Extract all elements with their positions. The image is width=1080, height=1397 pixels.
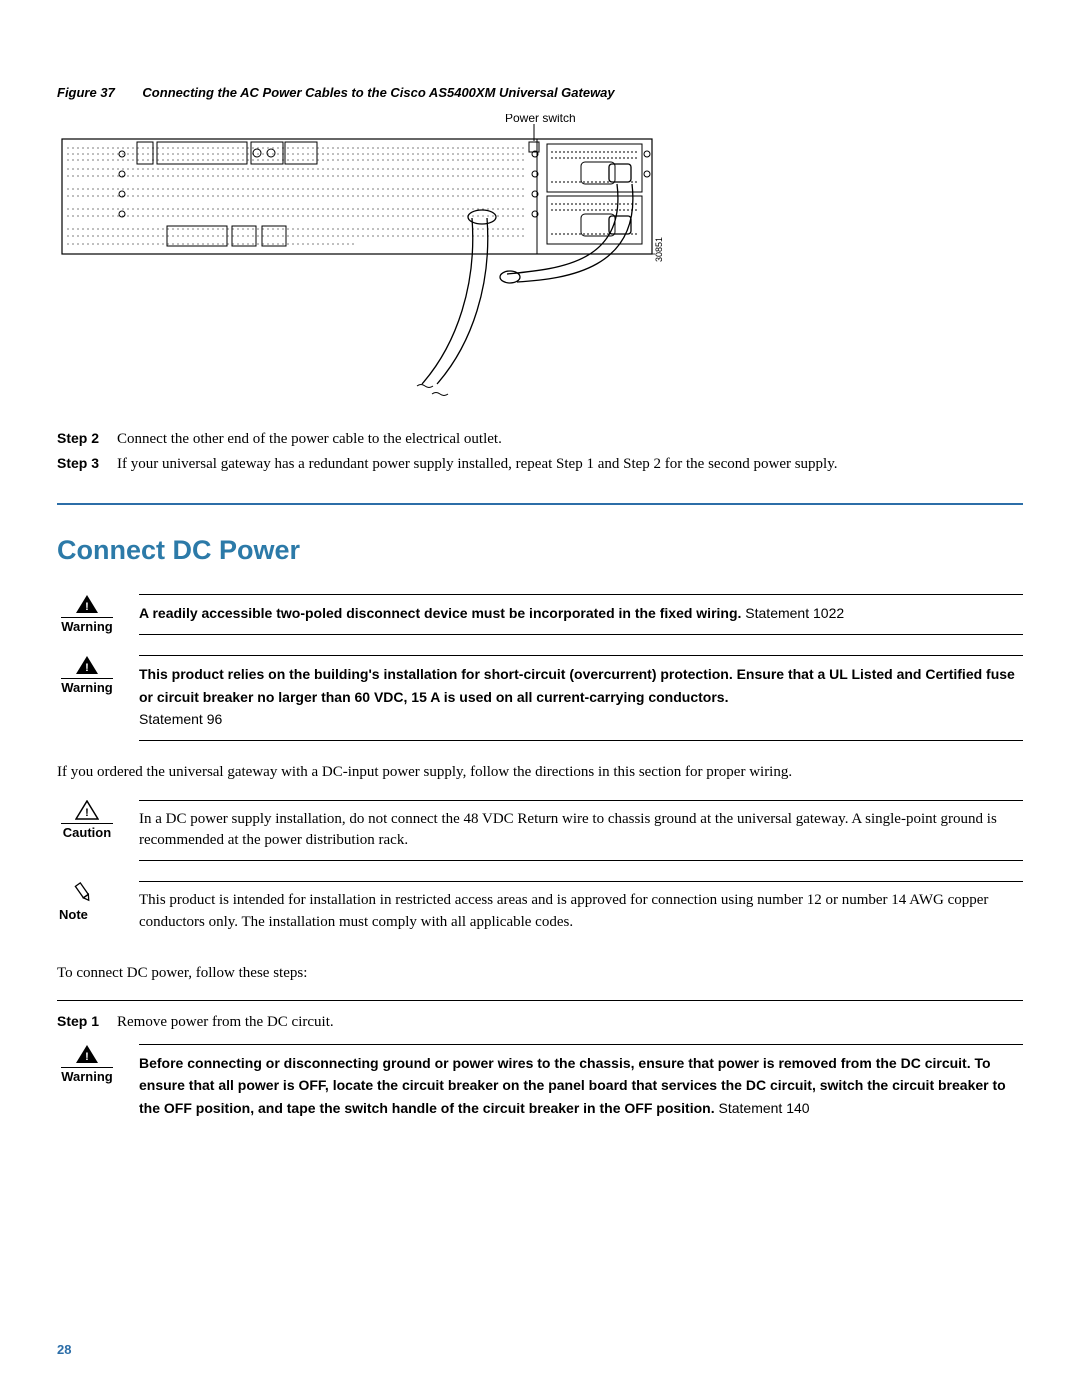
admon-left: ! Caution — [57, 800, 117, 840]
figure-illustration: Power switch 30851 — [57, 114, 1023, 404]
step-label: Step 2 — [57, 428, 105, 449]
note-icon — [57, 881, 109, 906]
step-text: Connect the other end of the power cable… — [117, 428, 1023, 451]
step-row: Step 3 If your universal gateway has a r… — [57, 453, 1023, 476]
thin-divider — [57, 1000, 1023, 1001]
admon-body: This product is intended for installatio… — [139, 881, 1023, 942]
section-title: Connect DC Power — [57, 535, 1023, 566]
step-row: Step 1 Remove power from the DC circuit. — [57, 1011, 1023, 1034]
step-text: If your universal gateway has a redundan… — [117, 453, 1023, 476]
warning-block: ! Warning This product relies on the bui… — [57, 655, 1023, 741]
warning-block: ! Warning A readily accessible two-poled… — [57, 594, 1023, 635]
warning-bold-text: Before connecting or disconnecting groun… — [139, 1055, 1006, 1117]
svg-text:!: ! — [85, 601, 89, 613]
admon-left: Note — [57, 881, 117, 922]
step-label: Step 1 — [57, 1011, 105, 1032]
power-switch-label: Power switch — [505, 114, 576, 125]
warning-bold-text: A readily accessible two-poled disconnec… — [139, 605, 741, 621]
admon-left: ! Warning — [57, 655, 117, 695]
body-paragraph: To connect DC power, follow these steps: — [57, 962, 1023, 985]
warning-icon: ! — [61, 1044, 113, 1068]
warning-icon: ! — [61, 594, 113, 618]
admon-label: Caution — [63, 825, 111, 840]
note-block: Note This product is intended for instal… — [57, 881, 1023, 942]
warning-block: ! Warning Before connecting or disconnec… — [57, 1044, 1023, 1129]
svg-text:!: ! — [85, 662, 89, 674]
warning-statement: Statement 140 — [715, 1100, 810, 1116]
caution-text: In a DC power supply installation, do no… — [139, 811, 997, 849]
step-row: Step 2 Connect the other end of the powe… — [57, 428, 1023, 451]
figure-side-label: 30851 — [654, 237, 664, 262]
admon-label: Warning — [61, 619, 113, 634]
steps-list-a: Step 2 Connect the other end of the powe… — [57, 428, 1023, 475]
note-text: This product is intended for installatio… — [139, 892, 988, 930]
figure-caption: Figure 37 Connecting the AC Power Cables… — [57, 85, 1023, 100]
svg-text:!: ! — [85, 807, 89, 819]
figure-title: Connecting the AC Power Cables to the Ci… — [142, 85, 614, 100]
warning-statement: Statement 1022 — [741, 605, 844, 621]
admon-body: This product relies on the building's in… — [139, 655, 1023, 741]
admon-body: In a DC power supply installation, do no… — [139, 800, 1023, 862]
admon-left: ! Warning — [57, 594, 117, 634]
admon-body: Before connecting or disconnecting groun… — [139, 1044, 1023, 1129]
body-paragraph: If you ordered the universal gateway wit… — [57, 761, 1023, 784]
admon-left: ! Warning — [57, 1044, 117, 1084]
section-divider — [57, 503, 1023, 505]
warning-icon: ! — [61, 655, 113, 679]
warning-statement: Statement 96 — [139, 711, 222, 727]
admon-body: A readily accessible two-poled disconnec… — [139, 594, 1023, 635]
warning-bold-text: This product relies on the building's in… — [139, 666, 1015, 705]
caution-icon: ! — [61, 800, 113, 824]
page-number: 28 — [57, 1342, 71, 1357]
admon-label: Note — [57, 907, 88, 922]
steps-list-b: Step 1 Remove power from the DC circuit. — [57, 1011, 1023, 1034]
svg-text:!: ! — [85, 1051, 89, 1063]
step-label: Step 3 — [57, 453, 105, 474]
admon-label: Warning — [61, 1069, 113, 1084]
step-text: Remove power from the DC circuit. — [117, 1011, 1023, 1034]
admon-label: Warning — [61, 680, 113, 695]
figure-number: Figure 37 — [57, 85, 115, 100]
caution-block: ! Caution In a DC power supply installat… — [57, 800, 1023, 862]
